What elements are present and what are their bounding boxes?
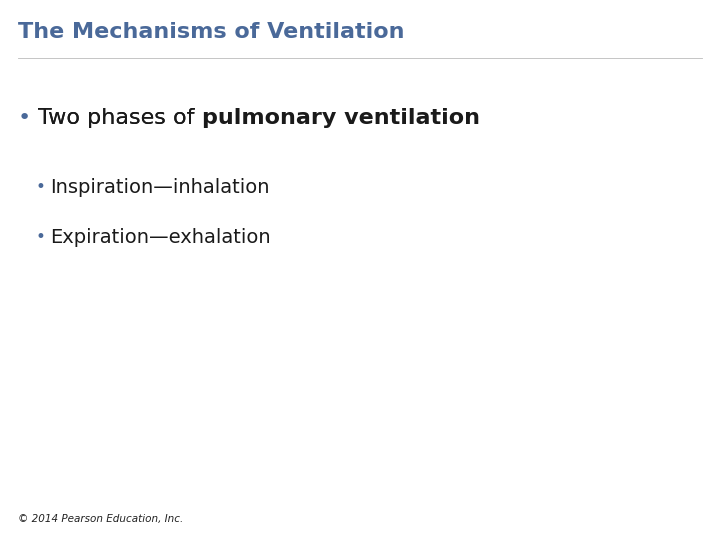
Text: pulmonary ventilation: pulmonary ventilation: [202, 108, 480, 128]
Text: Two phases of: Two phases of: [38, 108, 202, 128]
Text: •: •: [35, 228, 45, 246]
Text: © 2014 Pearson Education, Inc.: © 2014 Pearson Education, Inc.: [18, 514, 184, 524]
Text: Expiration—exhalation: Expiration—exhalation: [50, 228, 271, 247]
Text: Inspiration—inhalation: Inspiration—inhalation: [50, 178, 269, 197]
Text: Two phases of: Two phases of: [38, 108, 202, 128]
Text: The Mechanisms of Ventilation: The Mechanisms of Ventilation: [18, 22, 405, 42]
Text: •: •: [18, 108, 31, 128]
Text: •: •: [35, 178, 45, 196]
